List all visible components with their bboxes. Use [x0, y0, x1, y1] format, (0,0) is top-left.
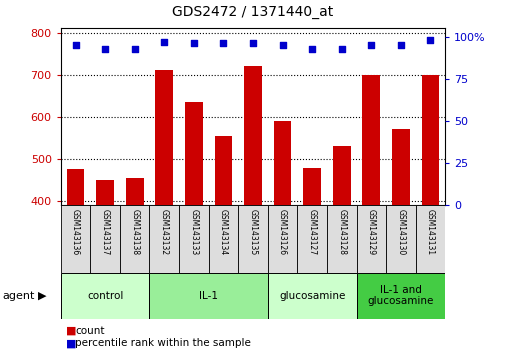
- Point: [337, 46, 345, 51]
- Text: GSM143133: GSM143133: [189, 209, 198, 255]
- FancyBboxPatch shape: [267, 273, 356, 319]
- Point: [308, 46, 316, 51]
- Text: ▶: ▶: [38, 291, 46, 301]
- FancyBboxPatch shape: [208, 205, 238, 273]
- Bar: [155, 70, 173, 205]
- Point: [367, 42, 375, 48]
- Bar: [67, 170, 84, 205]
- Text: GSM143136: GSM143136: [71, 209, 80, 255]
- FancyBboxPatch shape: [149, 273, 267, 319]
- Text: GSM143129: GSM143129: [366, 209, 375, 255]
- Point: [396, 42, 404, 48]
- FancyBboxPatch shape: [149, 205, 179, 273]
- Text: control: control: [87, 291, 123, 301]
- FancyBboxPatch shape: [90, 205, 120, 273]
- Bar: [214, 136, 232, 205]
- Point: [426, 37, 434, 43]
- Text: percentile rank within the sample: percentile rank within the sample: [75, 338, 250, 348]
- Text: agent: agent: [3, 291, 35, 301]
- Point: [278, 42, 286, 48]
- Text: ■: ■: [66, 338, 76, 348]
- Text: GSM143137: GSM143137: [100, 209, 110, 255]
- Bar: [391, 130, 409, 205]
- Text: count: count: [75, 326, 104, 336]
- Text: IL-1: IL-1: [199, 291, 218, 301]
- Text: GSM143138: GSM143138: [130, 209, 139, 255]
- Text: GSM143127: GSM143127: [307, 209, 316, 255]
- Point: [189, 41, 197, 46]
- FancyBboxPatch shape: [61, 273, 149, 319]
- FancyBboxPatch shape: [179, 205, 208, 273]
- Text: GSM143134: GSM143134: [219, 209, 227, 255]
- Bar: [185, 102, 203, 205]
- FancyBboxPatch shape: [267, 205, 297, 273]
- Text: IL-1 and
glucosamine: IL-1 and glucosamine: [367, 285, 433, 307]
- Bar: [126, 178, 143, 205]
- Point: [101, 46, 109, 51]
- Point: [130, 46, 138, 51]
- FancyBboxPatch shape: [356, 273, 444, 319]
- Point: [219, 41, 227, 46]
- Text: GDS2472 / 1371440_at: GDS2472 / 1371440_at: [172, 5, 333, 19]
- Text: ■: ■: [66, 326, 76, 336]
- Bar: [421, 75, 438, 205]
- Bar: [96, 180, 114, 205]
- FancyBboxPatch shape: [120, 205, 149, 273]
- Text: GSM143131: GSM143131: [425, 209, 434, 255]
- Point: [160, 39, 168, 45]
- FancyBboxPatch shape: [326, 205, 356, 273]
- Bar: [302, 168, 320, 205]
- FancyBboxPatch shape: [385, 205, 415, 273]
- FancyBboxPatch shape: [415, 205, 444, 273]
- Text: glucosamine: glucosamine: [278, 291, 345, 301]
- FancyBboxPatch shape: [238, 205, 267, 273]
- FancyBboxPatch shape: [356, 205, 385, 273]
- FancyBboxPatch shape: [61, 205, 90, 273]
- Bar: [362, 75, 379, 205]
- Text: GSM143135: GSM143135: [248, 209, 257, 255]
- Point: [248, 41, 257, 46]
- Text: GSM143126: GSM143126: [278, 209, 286, 255]
- Text: GSM143132: GSM143132: [160, 209, 169, 255]
- FancyBboxPatch shape: [297, 205, 326, 273]
- Bar: [273, 121, 291, 205]
- Text: GSM143130: GSM143130: [395, 209, 405, 255]
- Bar: [332, 146, 350, 205]
- Text: GSM143128: GSM143128: [336, 209, 345, 255]
- Bar: [243, 66, 262, 205]
- Point: [71, 42, 79, 48]
